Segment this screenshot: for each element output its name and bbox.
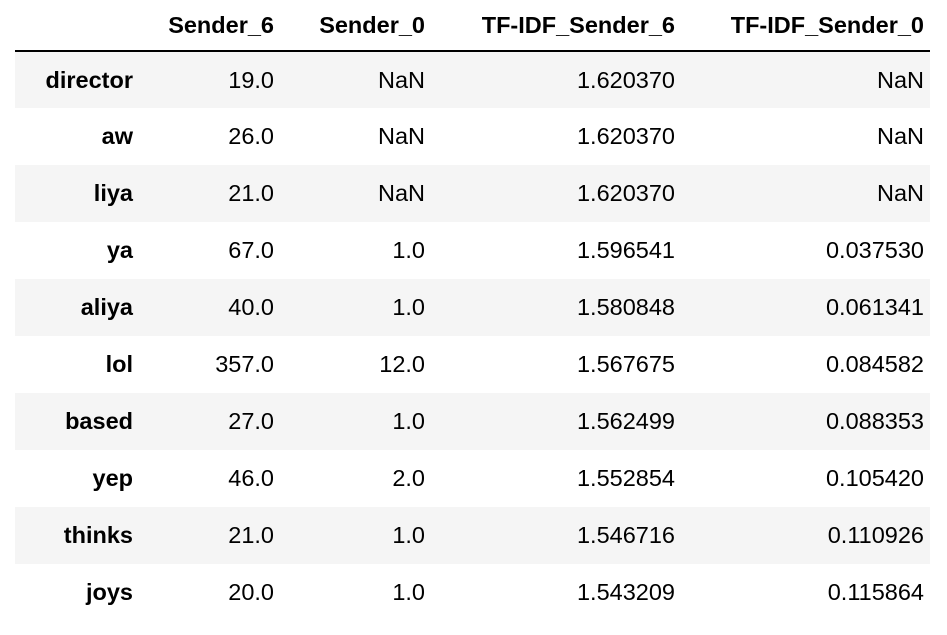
- cell-sender-6: 40.0: [228, 294, 274, 320]
- cell-sender-6: 20.0: [228, 579, 274, 605]
- table-row: yep 46.0 2.0 1.552854 0.105420: [15, 450, 930, 507]
- cell-tfidf-sender-6: 1.552854: [576, 465, 675, 491]
- cell-sender-0: NaN: [377, 123, 425, 149]
- row-index: aw: [101, 123, 133, 149]
- cell-sender-6: 19.0: [228, 66, 274, 93]
- table-row: aliya 40.0 1.0 1.580848 0.061341: [15, 279, 930, 336]
- row-index: based: [65, 408, 133, 434]
- cell-sender-6: 21.0: [228, 180, 274, 206]
- table-row: aw 26.0 NaN 1.620370 NaN: [15, 108, 930, 165]
- column-header-sender-0: Sender_0: [319, 11, 425, 38]
- row-index: director: [45, 66, 134, 93]
- dataframe-table: Sender_6 Sender_0 TF-IDF_Sender_6 TF-IDF…: [15, 0, 930, 621]
- row-index: yep: [92, 465, 134, 491]
- cell-sender-0: NaN: [377, 180, 425, 206]
- table-row: director 19.0 NaN 1.620370 NaN: [15, 51, 930, 108]
- cell-tfidf-sender-6: 1.596541: [576, 237, 675, 263]
- cell-sender-0: 12.0: [379, 351, 425, 377]
- cell-tfidf-sender-6: 1.543209: [576, 579, 675, 605]
- cell-tfidf-sender-0: 0.084582: [825, 351, 924, 377]
- column-header-tfidf-sender-6: TF-IDF_Sender_6: [481, 11, 675, 38]
- header-row: Sender_6 Sender_0 TF-IDF_Sender_6 TF-IDF…: [15, 0, 930, 51]
- cell-tfidf-sender-0: 0.037530: [825, 237, 924, 263]
- cell-tfidf-sender-6: 1.562499: [576, 408, 675, 434]
- row-index: liya: [93, 180, 133, 206]
- cell-tfidf-sender-6: 1.620370: [576, 123, 675, 149]
- table-row: thinks 21.0 1.0 1.546716 0.110926: [15, 507, 930, 564]
- row-index: ya: [106, 237, 133, 263]
- cell-tfidf-sender-6: 1.580848: [576, 294, 675, 320]
- cell-tfidf-sender-0: 0.088353: [825, 408, 924, 434]
- column-header-tfidf-sender-0: TF-IDF_Sender_0: [730, 11, 924, 38]
- row-index: aliya: [80, 294, 133, 320]
- cell-tfidf-sender-0: 0.110926: [827, 522, 924, 548]
- cell-sender-0: NaN: [377, 66, 425, 93]
- cell-sender-6: 357.0: [215, 351, 274, 377]
- cell-sender-0: 1.0: [392, 237, 425, 263]
- row-index: lol: [105, 351, 133, 377]
- cell-tfidf-sender-0: NaN: [876, 123, 924, 149]
- table-row: liya 21.0 NaN 1.620370 NaN: [15, 165, 930, 222]
- cell-sender-0: 1.0: [392, 579, 425, 605]
- cell-tfidf-sender-0: 0.105420: [825, 465, 924, 491]
- cell-sender-6: 26.0: [228, 123, 274, 149]
- cell-tfidf-sender-0: 0.115864: [827, 579, 924, 605]
- cell-tfidf-sender-6: 1.567675: [576, 351, 675, 377]
- table-row: joys 20.0 1.0 1.543209 0.115864: [15, 564, 930, 621]
- row-index: joys: [85, 579, 133, 605]
- cell-tfidf-sender-0: NaN: [876, 66, 924, 93]
- column-header-sender-6: Sender_6: [168, 11, 274, 38]
- cell-sender-6: 27.0: [228, 408, 274, 434]
- cell-sender-0: 1.0: [392, 522, 425, 548]
- index-header: [15, 0, 139, 51]
- table-row: lol 357.0 12.0 1.567675 0.084582: [15, 336, 930, 393]
- cell-tfidf-sender-6: 1.546716: [576, 522, 675, 548]
- table-row: ya 67.0 1.0 1.596541 0.037530: [15, 222, 930, 279]
- cell-sender-0: 1.0: [392, 408, 425, 434]
- cell-sender-0: 1.0: [392, 294, 425, 320]
- cell-sender-6: 21.0: [228, 522, 274, 548]
- cell-tfidf-sender-6: 1.620370: [576, 66, 675, 93]
- row-index: thinks: [63, 522, 133, 548]
- cell-sender-6: 67.0: [228, 237, 274, 263]
- cell-sender-6: 46.0: [228, 465, 274, 491]
- table-row: based 27.0 1.0 1.562499 0.088353: [15, 393, 930, 450]
- cell-tfidf-sender-6: 1.620370: [576, 180, 675, 206]
- cell-tfidf-sender-0: NaN: [876, 180, 924, 206]
- cell-tfidf-sender-0: 0.061341: [825, 294, 924, 320]
- cell-sender-0: 2.0: [392, 465, 425, 491]
